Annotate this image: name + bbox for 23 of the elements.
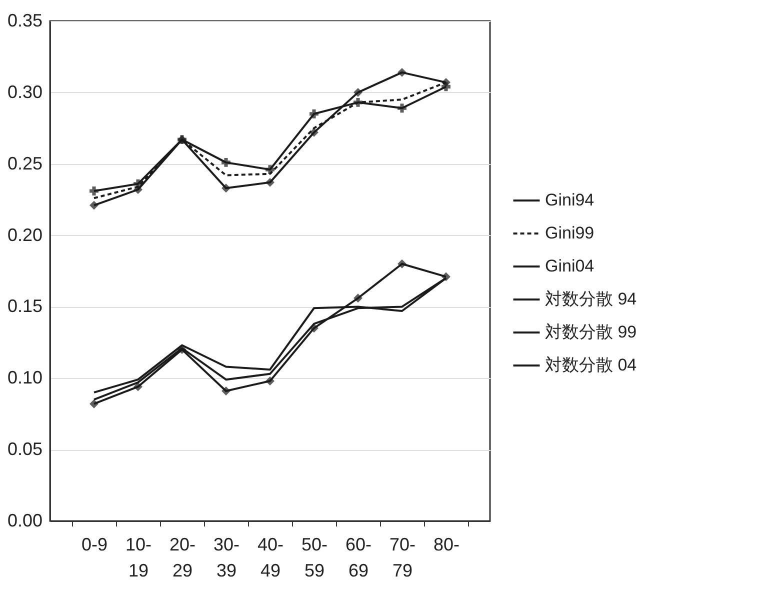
legend-label: 対数分散 94 bbox=[545, 290, 637, 308]
x-tick-label: 50-59 bbox=[301, 534, 328, 580]
legend-label: Gini99 bbox=[545, 224, 594, 242]
x-tick-label: 30-39 bbox=[213, 534, 240, 580]
y-tick-label: 0.35 bbox=[7, 10, 42, 30]
legend-label: Gini94 bbox=[545, 190, 594, 210]
y-tick-label: 0.30 bbox=[7, 82, 42, 102]
legend-label: Gini04 bbox=[545, 256, 594, 276]
x-tick-label: 60-69 bbox=[345, 534, 372, 580]
y-tick-label: 0.15 bbox=[7, 296, 42, 316]
x-tick-label: 40-49 bbox=[257, 534, 284, 580]
y-tick-label: 0.10 bbox=[7, 368, 42, 388]
y-tick-label: 0.05 bbox=[7, 439, 42, 460]
legend-label: 対数分散 99 bbox=[545, 322, 637, 342]
y-tick-label: 0.25 bbox=[7, 153, 42, 174]
x-tick-label: 0-9 bbox=[81, 534, 108, 554]
y-tick-label: 0.20 bbox=[7, 224, 42, 245]
y-tick-label: 0.00 bbox=[7, 510, 42, 530]
x-tick-label: 20-29 bbox=[169, 534, 196, 580]
legend-label: 対数分散 04 bbox=[545, 356, 637, 374]
x-tick-label: 70-79 bbox=[389, 534, 416, 580]
x-tick-label: 80- bbox=[433, 534, 460, 554]
x-tick-label: 10-19 bbox=[125, 534, 152, 580]
